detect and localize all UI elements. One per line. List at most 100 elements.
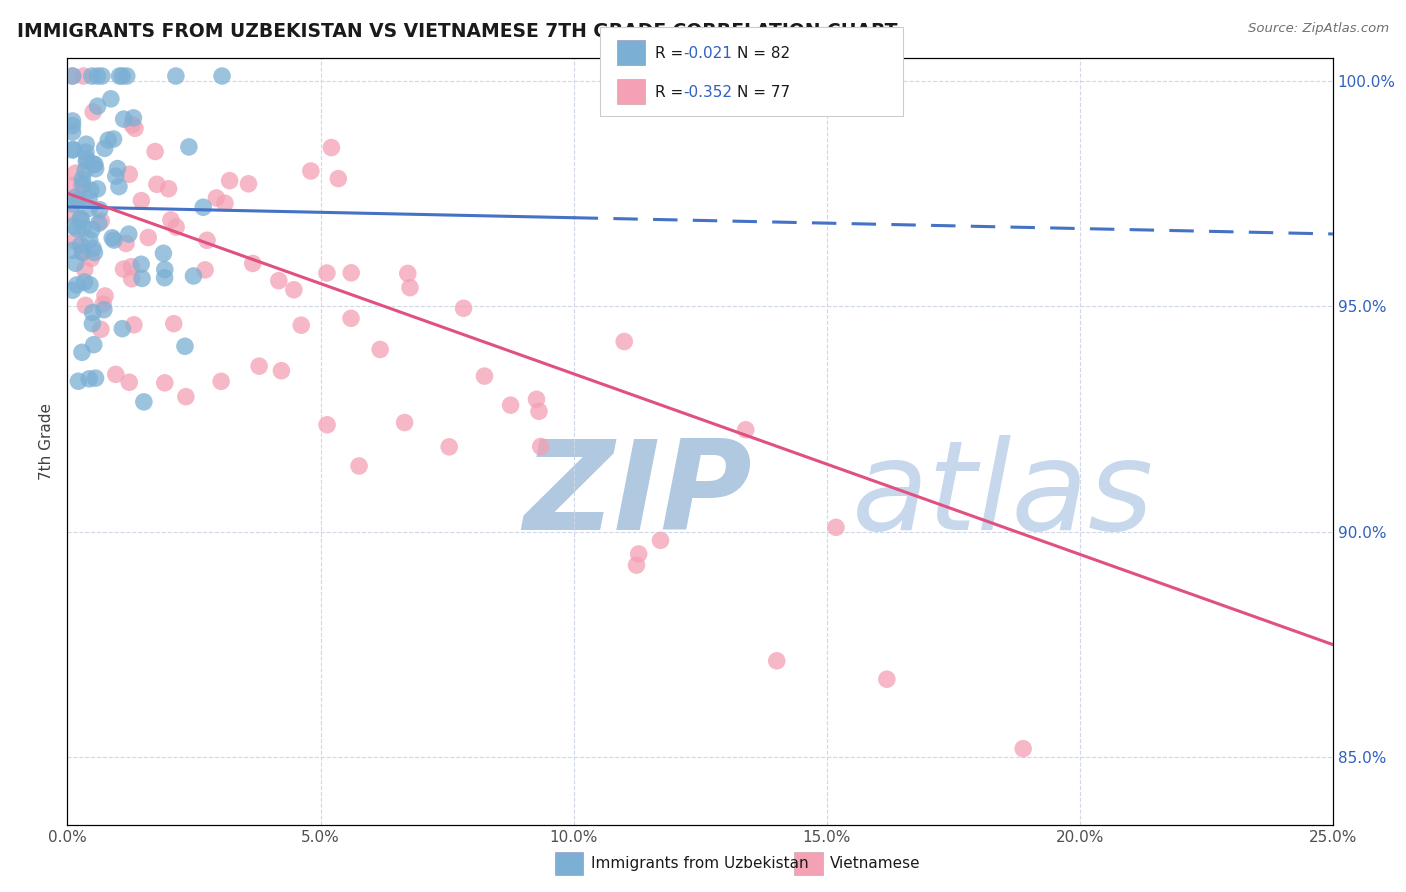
Point <box>112 112 135 127</box>
Text: atlas: atlas <box>852 434 1154 556</box>
Point <box>129 257 152 271</box>
Point <box>174 339 197 353</box>
Point <box>209 375 232 389</box>
Point <box>107 161 129 176</box>
Point <box>120 260 142 274</box>
Point <box>62 197 84 211</box>
Point <box>80 252 103 266</box>
Point <box>146 178 169 192</box>
Point <box>115 69 138 83</box>
Text: -0.352: -0.352 <box>683 85 733 100</box>
Point <box>62 244 84 258</box>
Point <box>79 277 101 292</box>
Point <box>734 423 756 437</box>
Point <box>214 196 236 211</box>
Point <box>108 179 131 194</box>
Text: IMMIGRANTS FROM UZBEKISTAN VS VIETNAMESE 7TH GRADE CORRELATION CHART: IMMIGRANTS FROM UZBEKISTAN VS VIETNAMESE… <box>17 22 897 41</box>
Point <box>84 161 107 176</box>
Point <box>152 246 174 260</box>
Point <box>165 220 187 235</box>
Text: Immigrants from Uzbekistan: Immigrants from Uzbekistan <box>591 856 808 871</box>
Point <box>77 192 100 206</box>
Point <box>316 417 339 432</box>
Point <box>132 395 155 409</box>
Point <box>153 262 176 277</box>
Point <box>613 334 636 349</box>
Point <box>86 69 108 83</box>
Point <box>396 267 419 281</box>
Point <box>104 169 127 183</box>
Text: ZIP: ZIP <box>523 434 752 556</box>
Point <box>72 245 94 260</box>
Point <box>82 241 104 255</box>
Point <box>72 178 94 192</box>
Point <box>86 182 108 196</box>
Point <box>627 547 650 561</box>
Point <box>131 271 153 285</box>
Point <box>118 167 141 181</box>
Point <box>453 301 475 316</box>
Point <box>83 337 105 351</box>
Y-axis label: 7th Grade: 7th Grade <box>39 403 55 480</box>
Point <box>1012 741 1035 756</box>
Point <box>283 283 305 297</box>
Point <box>93 302 115 317</box>
Point <box>474 369 496 384</box>
Point <box>79 233 101 247</box>
Text: Vietnamese: Vietnamese <box>830 856 920 871</box>
Point <box>340 266 363 280</box>
Point <box>93 141 115 155</box>
Point <box>62 119 84 133</box>
Point <box>82 305 104 319</box>
Point <box>626 558 648 573</box>
Point <box>270 364 292 378</box>
Point <box>72 69 94 83</box>
Point <box>65 256 87 270</box>
Point <box>153 270 176 285</box>
Point <box>73 262 96 277</box>
Point <box>75 145 97 159</box>
Point <box>66 277 89 292</box>
Point <box>205 191 228 205</box>
Point <box>62 283 84 297</box>
Point <box>104 368 127 382</box>
Point <box>94 289 117 303</box>
Text: N = 82: N = 82 <box>737 46 790 61</box>
Point <box>267 274 290 288</box>
Point <box>118 227 141 241</box>
Point <box>89 202 111 217</box>
Point <box>80 69 103 83</box>
Point <box>328 171 350 186</box>
Point <box>765 654 787 668</box>
Point <box>90 322 112 336</box>
Point <box>111 321 134 335</box>
Point <box>70 178 93 193</box>
Point <box>122 318 145 332</box>
Point <box>394 416 416 430</box>
Point <box>650 533 672 548</box>
Point <box>177 140 200 154</box>
Point <box>75 137 97 152</box>
Point <box>108 69 131 83</box>
Point <box>65 166 87 180</box>
Point <box>83 157 105 171</box>
Point <box>136 230 159 244</box>
Point <box>62 69 84 83</box>
Point <box>86 99 108 113</box>
Point <box>194 263 217 277</box>
Point <box>75 163 97 178</box>
Point <box>62 125 84 139</box>
Point <box>73 275 96 289</box>
Point <box>143 145 166 159</box>
Point <box>183 268 205 283</box>
Point <box>211 69 233 83</box>
Point <box>193 200 215 214</box>
Point <box>63 234 86 248</box>
Point <box>242 256 264 270</box>
Point <box>75 154 97 169</box>
Point <box>82 105 104 120</box>
Point <box>62 219 84 233</box>
Point <box>75 298 97 312</box>
Text: N = 77: N = 77 <box>737 85 790 100</box>
Point <box>157 182 180 196</box>
